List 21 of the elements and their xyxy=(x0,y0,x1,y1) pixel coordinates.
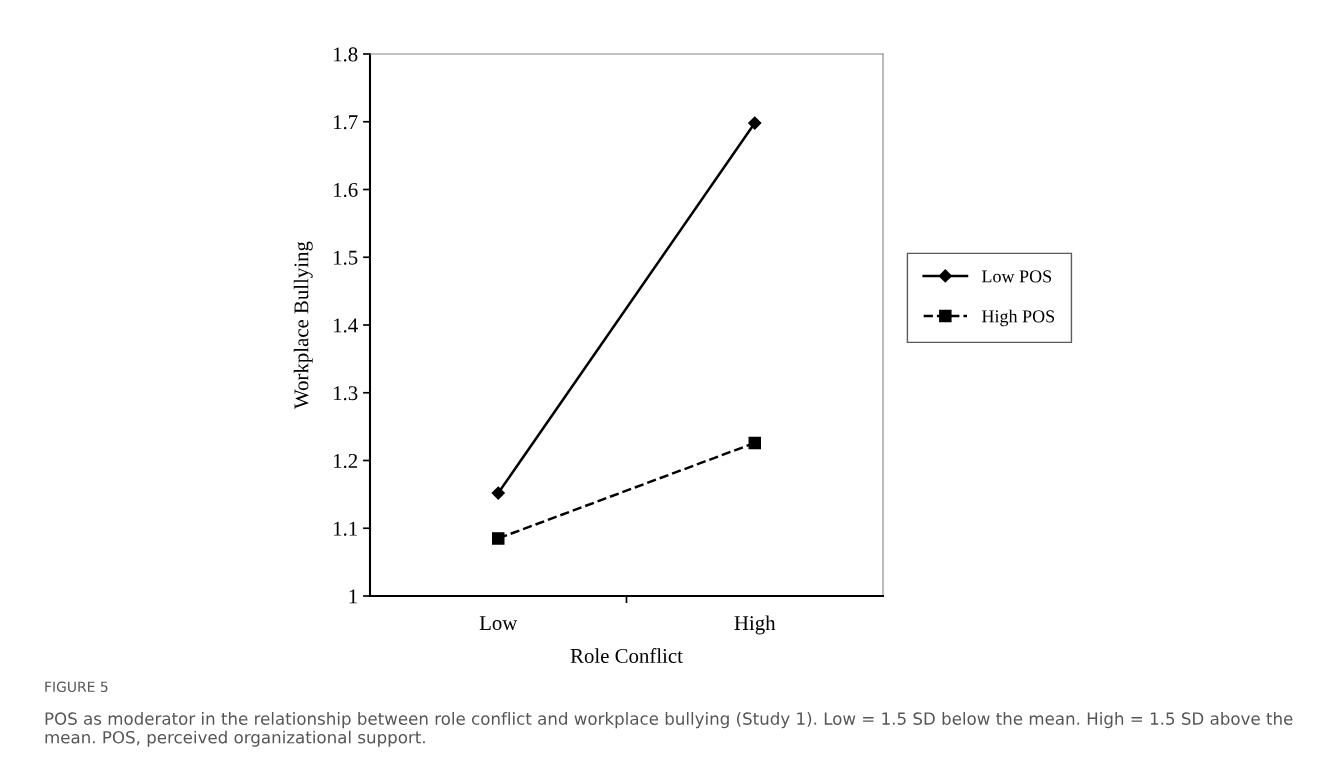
y-tick-label: 1.7 xyxy=(333,115,358,130)
legend-label: High POS xyxy=(981,309,1055,327)
y-tick-label: 1.5 xyxy=(333,250,358,265)
text: POS as moderator in the relationship between role conflict and workplace bullying (Study 1). Low = 1.5 SD below the mean. High = 1.5 SD above the mean. POS, perceived organizational support. xyxy=(45,712,1293,747)
y-tick-label: 1.8 xyxy=(333,47,358,62)
y-tick-label: 1.3 xyxy=(333,386,358,401)
legend-label: Low POS xyxy=(981,270,1052,283)
point xyxy=(748,116,762,130)
y-tick-label: 1.2 xyxy=(333,453,358,469)
point xyxy=(491,486,505,500)
caption: FIGURE 5 xyxy=(45,681,108,693)
x-tick-label: High xyxy=(734,615,776,635)
x-tick-label: Low xyxy=(479,616,518,631)
y-tick-label: 1.4 xyxy=(333,318,358,333)
y-tick-label: 1 xyxy=(349,589,357,604)
x-axis-title: Role Conflict xyxy=(570,648,683,663)
y-tick-label: 1.1 xyxy=(333,521,357,536)
y-tick-label: 1.6 xyxy=(333,182,358,198)
y-axis-title: Workplace Bullying xyxy=(293,241,313,409)
point xyxy=(491,532,505,545)
point xyxy=(748,436,762,450)
